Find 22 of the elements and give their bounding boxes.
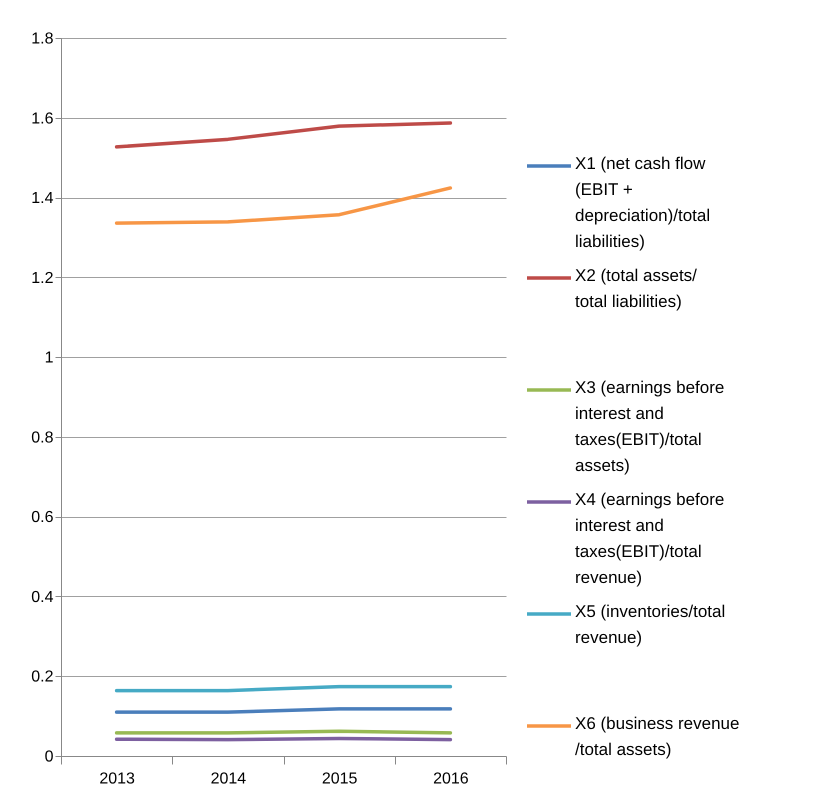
x-tick-label: 2016 — [433, 770, 469, 788]
y-tick-label: 1.2 — [31, 270, 54, 287]
line-series — [114, 186, 452, 225]
y-tick-label: 1 — [44, 350, 54, 367]
legend-label: X2 (total assets/ total liabilities) — [575, 266, 698, 311]
y-tick-label: 0.4 — [31, 588, 54, 606]
legend-label: X5 (inventories/total revenue) — [575, 602, 726, 647]
y-tick-label: 1.4 — [31, 190, 54, 208]
x-tick-label: 2013 — [99, 770, 136, 788]
x-tick-label: 2014 — [210, 770, 246, 788]
y-tick-label: 0.6 — [31, 509, 54, 526]
y-tick-label: 1.8 — [31, 30, 54, 48]
y-tick-label: 0 — [44, 748, 54, 766]
line-series — [114, 121, 452, 149]
legend-label: X1 (net cash flow (EBIT + depreciation)/total liabilities) — [575, 154, 710, 251]
y-tick-label: 0.2 — [31, 668, 54, 686]
y-tick-label: 0.8 — [31, 429, 54, 446]
legend-label: X3 (earnings before interest and taxes(EBIT)/total assets) — [575, 378, 724, 475]
y-tick-label: 1.6 — [31, 110, 54, 128]
legend-label: X6 (business revenue /total assets) — [575, 714, 740, 759]
legend-label: X4 (earnings before interest and taxes(EBIT)/total revenue) — [575, 490, 724, 587]
x-tick-label: 2015 — [322, 770, 358, 788]
